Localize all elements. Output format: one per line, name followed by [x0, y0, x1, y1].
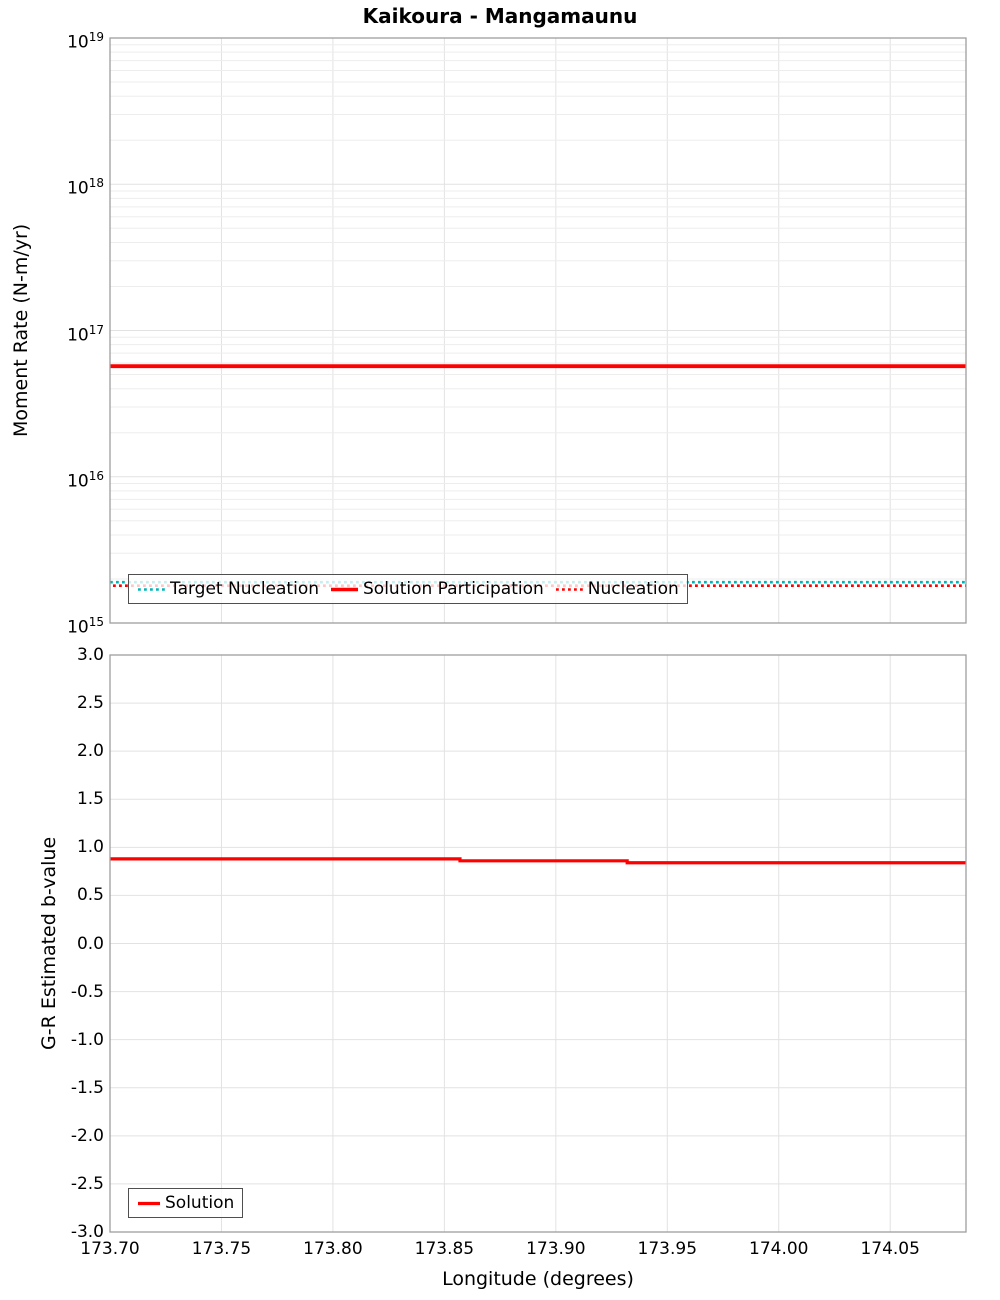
x-tick-label: 174.05: [860, 1239, 920, 1259]
y-tick-label: 0.0: [76, 933, 104, 954]
x-tick-label: 173.95: [637, 1239, 698, 1259]
solution-line: [110, 857, 966, 865]
y-tick-label: -1.5: [70, 1077, 104, 1098]
y-tick-label: -1.0: [70, 1029, 104, 1050]
legend-label: Target Nucleation: [170, 579, 319, 599]
y-tick-label: -0.5: [70, 981, 104, 1002]
y-tick-label: 1015: [67, 615, 104, 638]
legend-item-nucleation: Nucleation: [555, 579, 679, 599]
y-tick-label: 1016: [67, 468, 104, 492]
legend-item-solution: Solution: [137, 1193, 234, 1213]
y-tick-label: -2.5: [70, 1173, 104, 1194]
legend-label: Nucleation: [587, 579, 679, 599]
legend-top: Target Nucleation Solution Participation…: [128, 574, 688, 604]
y-tick-label: 2.5: [76, 693, 104, 714]
chart-title: Kaikoura - Mangamaunu: [362, 4, 638, 28]
y-tick-label: 1018: [67, 176, 104, 199]
y-tick-label: 2.0: [76, 741, 104, 762]
solid-line-swatch-red: [138, 1201, 160, 1205]
panel-border: [109, 654, 967, 1233]
panel-border: [109, 37, 967, 624]
y-tick-label: 3.0: [76, 645, 104, 665]
y-tick-label: 1017: [67, 322, 104, 346]
dotted-line-swatch-teal: [138, 587, 165, 591]
dotted-line-swatch-red: [555, 587, 583, 591]
legend-bottom: Solution: [128, 1188, 244, 1218]
y-tick-label: -2.0: [70, 1125, 104, 1146]
solid-line-swatch-red: [331, 587, 358, 591]
y-tick-label: 1019: [67, 30, 104, 53]
y-tick-label: -3.0: [70, 1222, 104, 1242]
legend-item-target-nucleation: Target Nucleation: [137, 579, 319, 599]
y-tick-label: 1.5: [76, 789, 104, 810]
legend-item-solution-participation: Solution Participation: [330, 579, 544, 599]
x-tick-label: 173.85: [414, 1239, 475, 1259]
y-tick-label: 1.0: [76, 837, 104, 858]
legend-label: Solution: [165, 1193, 235, 1213]
x-tick-label: 173.80: [303, 1239, 363, 1259]
x-axis-label: Longitude (degrees): [442, 1268, 634, 1290]
x-tick-label: 173.70: [80, 1239, 140, 1259]
legend-label: Solution Participation: [363, 579, 544, 599]
x-tick-label: 173.75: [191, 1239, 252, 1259]
y-tick-label: 0.5: [76, 885, 104, 906]
x-tick-label: 174.00: [749, 1239, 809, 1259]
x-tick-label: 173.90: [526, 1239, 586, 1259]
